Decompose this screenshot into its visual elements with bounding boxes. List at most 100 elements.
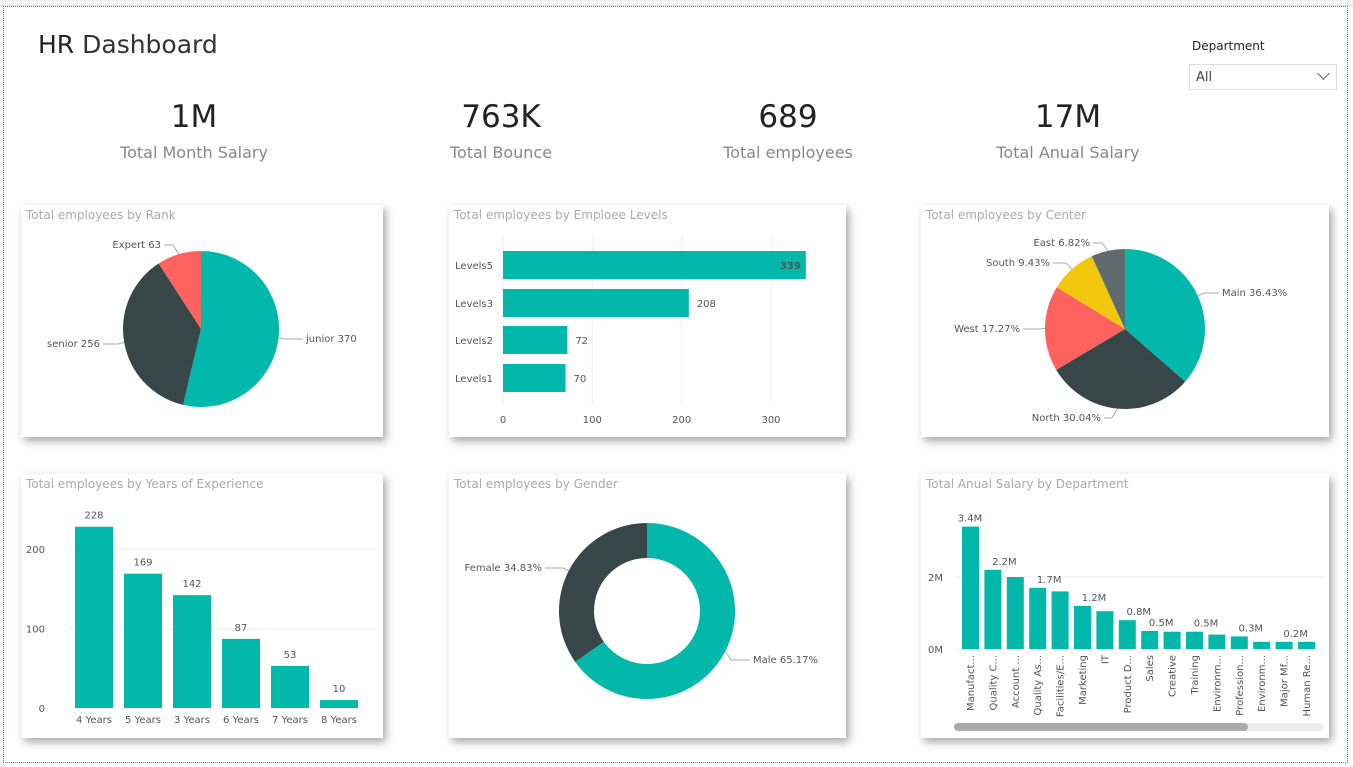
bar-department[interactable] xyxy=(1253,641,1271,649)
bar-department[interactable] xyxy=(1096,611,1114,649)
bar-department[interactable] xyxy=(962,526,979,649)
kpi-total-month-salary: 1M Total Month Salary xyxy=(74,99,314,162)
pie-slice-south[interactable] xyxy=(1056,256,1125,329)
bar-department[interactable] xyxy=(1051,591,1069,649)
chart-title: Total employees by Center xyxy=(926,208,1087,222)
leader-line xyxy=(1053,262,1073,270)
x-tick-label: 100 xyxy=(583,415,602,426)
x-tick-label: 3 Years xyxy=(174,715,210,726)
chart-title: Total employees by Gender xyxy=(454,477,618,491)
bar-department[interactable] xyxy=(1141,631,1159,649)
data-label: 10 xyxy=(333,684,346,695)
x-tick-label: 6 Years xyxy=(223,715,259,726)
data-label: 3.4M xyxy=(958,514,983,525)
pie-slice-main[interactable] xyxy=(1125,249,1205,382)
bar-department[interactable] xyxy=(1118,620,1136,649)
data-label: 2.2M xyxy=(992,557,1017,568)
kpi-value: 689 xyxy=(758,99,818,135)
slice-label[interactable]: Female 34.83% xyxy=(465,563,542,574)
slice-label[interactable]: West 17.27% xyxy=(954,324,1020,335)
leader-line xyxy=(164,244,180,255)
pie-slice-senior[interactable] xyxy=(123,263,201,405)
kpi-label: Total employees xyxy=(723,143,853,162)
bar-department[interactable] xyxy=(1230,636,1248,649)
pie-slice-male[interactable] xyxy=(575,523,736,699)
x-tick-label: 0 xyxy=(500,415,506,426)
bar-levels3[interactable] xyxy=(503,289,689,317)
bar-7-years[interactable] xyxy=(271,665,309,708)
bar-department[interactable] xyxy=(1163,631,1181,649)
kpi-value: 17M xyxy=(1034,99,1102,135)
slicer-value: All xyxy=(1196,70,1213,85)
slice-label[interactable]: Main 36.43% xyxy=(1222,288,1287,299)
x-tick-label: 200 xyxy=(672,415,691,426)
pie-slice-junior[interactable] xyxy=(183,251,279,407)
data-label: 0.3M xyxy=(1239,623,1264,634)
bar-department[interactable] xyxy=(1298,641,1315,649)
data-label: 208 xyxy=(697,299,716,310)
chart-title: Total Anual Salary by Department xyxy=(926,477,1129,491)
bar-8-years[interactable] xyxy=(320,700,358,708)
leader-line xyxy=(1023,327,1046,330)
leader-line xyxy=(545,567,570,572)
slice-label[interactable]: East 6.82% xyxy=(1033,238,1090,249)
leader-line xyxy=(724,651,750,661)
bar-department[interactable] xyxy=(1029,587,1047,649)
x-tick-label: IT xyxy=(1100,654,1111,664)
slice-label[interactable]: South 9.43% xyxy=(986,258,1050,269)
data-label: 0.8M xyxy=(1127,607,1152,618)
data-label: 70 xyxy=(574,374,587,385)
top-toolbar-strip xyxy=(0,0,1353,6)
data-label: 169 xyxy=(133,558,152,569)
x-tick-label: Training xyxy=(1190,655,1201,695)
bar-department[interactable] xyxy=(1186,631,1203,649)
slice-label[interactable]: North 30.04% xyxy=(1032,413,1101,424)
bar-4-years[interactable] xyxy=(75,526,113,708)
data-label: 87 xyxy=(235,623,248,634)
pie-slice-north[interactable] xyxy=(1056,329,1186,409)
kpi-total-bounce: 763K Total Bounce xyxy=(381,99,621,162)
bar-department[interactable] xyxy=(1074,605,1091,649)
x-tick-label: Creative xyxy=(1168,655,1179,697)
data-label: 0.2M xyxy=(1283,629,1308,640)
department-slicer-dropdown[interactable]: All xyxy=(1189,64,1337,90)
slice-label[interactable]: Expert 63 xyxy=(112,240,161,251)
data-label: 142 xyxy=(182,579,201,590)
x-tick-label: Quality C... xyxy=(988,655,999,710)
data-label: 339 xyxy=(780,261,801,272)
y-tick-label: 200 xyxy=(26,545,45,556)
slice-label[interactable]: senior 256 xyxy=(47,339,100,350)
bar-department[interactable] xyxy=(1275,641,1293,649)
pie-slice-east[interactable] xyxy=(1091,249,1125,329)
bar-5-years[interactable] xyxy=(124,573,162,708)
slice-label[interactable]: Male 65.17% xyxy=(753,655,818,666)
card-levels-bar[interactable]: Total employees by Emploee Levels xyxy=(449,205,846,437)
data-label: 1.2M xyxy=(1082,593,1107,604)
bar-department[interactable] xyxy=(1208,634,1226,649)
bar-levels2[interactable] xyxy=(503,326,568,354)
y-tick-label: 0M xyxy=(928,645,943,656)
data-label: 228 xyxy=(84,511,103,522)
pie-slice-west[interactable] xyxy=(1045,287,1125,370)
x-tick-label: Marketing xyxy=(1078,655,1089,705)
bar-levels5[interactable] xyxy=(503,251,806,279)
scrollbar-thumb[interactable] xyxy=(954,723,1248,731)
bar-department[interactable] xyxy=(984,569,1002,649)
bar-3-years[interactable] xyxy=(173,595,211,708)
data-label: 72 xyxy=(575,336,588,347)
pie-slice-female[interactable] xyxy=(558,523,647,662)
chart-title: Total employees by Years of Experience xyxy=(26,477,264,491)
data-label: 0.5M xyxy=(1194,619,1219,630)
y-tick-label: Levels5 xyxy=(455,261,493,272)
y-tick-label: 0 xyxy=(39,704,45,715)
pie-slice-expert[interactable] xyxy=(158,251,201,329)
department-slicer-label: Department xyxy=(1192,39,1265,53)
bar-levels1[interactable] xyxy=(503,364,566,392)
x-tick-label: Environm... xyxy=(1257,655,1268,712)
x-tick-label: Product D... xyxy=(1123,655,1134,713)
slice-label[interactable]: junior 370 xyxy=(305,334,357,345)
bar-department[interactable] xyxy=(1006,577,1024,649)
x-tick-label: Manufact... xyxy=(966,655,977,711)
kpi-label: Total Bounce xyxy=(449,143,553,162)
bar-6-years[interactable] xyxy=(222,638,260,708)
